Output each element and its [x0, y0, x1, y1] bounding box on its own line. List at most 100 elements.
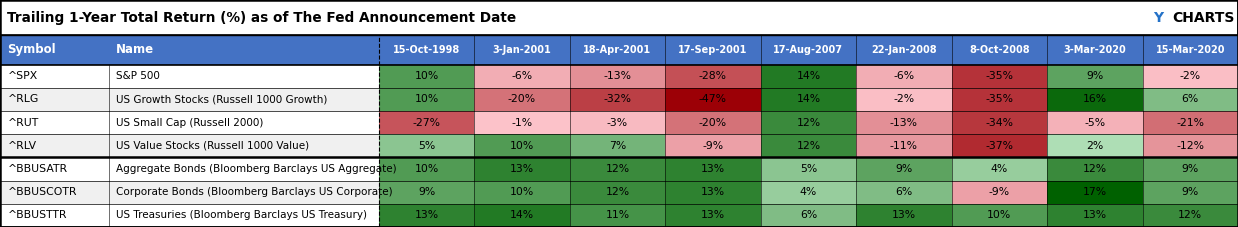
Text: 14%: 14% [796, 94, 821, 104]
Text: -6%: -6% [511, 71, 532, 81]
Bar [952, 111, 1047, 134]
Bar [857, 65, 952, 88]
Bar [1047, 88, 1143, 111]
Text: 18-Apr-2001: 18-Apr-2001 [583, 45, 651, 55]
Bar [952, 134, 1047, 158]
Text: -3%: -3% [607, 118, 628, 128]
Bar [760, 111, 857, 134]
Text: 6%: 6% [895, 187, 912, 197]
Bar [760, 134, 857, 158]
Bar [857, 158, 952, 181]
Text: 15-Mar-2020: 15-Mar-2020 [1155, 45, 1226, 55]
Bar [1047, 111, 1143, 134]
Bar [379, 158, 474, 181]
Bar [952, 204, 1047, 227]
Bar [0, 65, 379, 88]
Text: 10%: 10% [510, 141, 534, 151]
Bar [760, 204, 857, 227]
Bar [760, 158, 857, 181]
Text: 13%: 13% [701, 164, 725, 174]
Text: -32%: -32% [603, 94, 631, 104]
Text: -13%: -13% [603, 71, 631, 81]
Text: 4%: 4% [990, 164, 1008, 174]
Bar [1143, 111, 1238, 134]
Text: 6%: 6% [800, 210, 817, 220]
Text: 13%: 13% [891, 210, 916, 220]
Text: -35%: -35% [985, 94, 1014, 104]
Text: -1%: -1% [511, 118, 532, 128]
Text: 13%: 13% [415, 210, 438, 220]
Bar [952, 158, 1047, 181]
Text: 9%: 9% [1181, 164, 1198, 174]
Text: ^BBUSCOTR: ^BBUSCOTR [7, 187, 77, 197]
Text: US Small Cap (Russell 2000): US Small Cap (Russell 2000) [116, 118, 264, 128]
Text: 15-Oct-1998: 15-Oct-1998 [392, 45, 461, 55]
Bar [569, 181, 665, 204]
Bar [379, 134, 474, 158]
Text: -35%: -35% [985, 71, 1014, 81]
Text: US Growth Stocks (Russell 1000 Growth): US Growth Stocks (Russell 1000 Growth) [116, 94, 328, 104]
Bar [857, 204, 952, 227]
Bar [379, 65, 474, 88]
Text: 9%: 9% [1086, 71, 1103, 81]
Text: -6%: -6% [894, 71, 915, 81]
Bar [857, 181, 952, 204]
Bar [665, 158, 760, 181]
Bar [569, 134, 665, 158]
Bar [1047, 204, 1143, 227]
Text: 9%: 9% [895, 164, 912, 174]
Text: Corporate Bonds (Bloomberg Barclays US Corporate): Corporate Bonds (Bloomberg Barclays US C… [116, 187, 392, 197]
Text: -20%: -20% [699, 118, 727, 128]
Bar [665, 88, 760, 111]
Text: 16%: 16% [1083, 94, 1107, 104]
Text: 17-Aug-2007: 17-Aug-2007 [774, 45, 843, 55]
Bar [665, 181, 760, 204]
Bar [0, 35, 1238, 65]
Bar [1143, 204, 1238, 227]
Bar [379, 88, 474, 111]
Bar [474, 65, 569, 88]
Text: 12%: 12% [1083, 164, 1107, 174]
Bar [760, 88, 857, 111]
Bar [0, 204, 379, 227]
Text: ^BBUSTTR: ^BBUSTTR [7, 210, 67, 220]
Bar [665, 204, 760, 227]
Bar [1143, 181, 1238, 204]
Bar [1143, 65, 1238, 88]
Bar [665, 65, 760, 88]
Text: 17%: 17% [1083, 187, 1107, 197]
Bar [569, 158, 665, 181]
Text: S&P 500: S&P 500 [116, 71, 160, 81]
Bar [952, 65, 1047, 88]
Bar [379, 111, 474, 134]
Bar [857, 111, 952, 134]
Text: 17-Sep-2001: 17-Sep-2001 [678, 45, 748, 55]
Text: -34%: -34% [985, 118, 1014, 128]
Text: -20%: -20% [508, 94, 536, 104]
Text: 8-Oct-2008: 8-Oct-2008 [969, 45, 1030, 55]
Bar [665, 111, 760, 134]
Text: 10%: 10% [510, 187, 534, 197]
Text: US Value Stocks (Russell 1000 Value): US Value Stocks (Russell 1000 Value) [116, 141, 310, 151]
Bar [569, 204, 665, 227]
Text: -37%: -37% [985, 141, 1014, 151]
Text: 9%: 9% [418, 187, 436, 197]
Bar [760, 65, 857, 88]
Bar [474, 158, 569, 181]
Text: Aggregate Bonds (Bloomberg Barclays US Aggregate): Aggregate Bonds (Bloomberg Barclays US A… [116, 164, 397, 174]
Text: Y: Y [1154, 11, 1164, 25]
Text: 13%: 13% [701, 187, 725, 197]
Text: -9%: -9% [989, 187, 1010, 197]
Text: 14%: 14% [510, 210, 534, 220]
Text: 10%: 10% [415, 164, 438, 174]
Bar [1047, 158, 1143, 181]
Text: 12%: 12% [1179, 210, 1202, 220]
Bar [0, 134, 379, 158]
Text: Name: Name [116, 43, 155, 57]
Text: 2%: 2% [1086, 141, 1103, 151]
Bar [857, 88, 952, 111]
Text: 13%: 13% [701, 210, 725, 220]
Text: 10%: 10% [987, 210, 1011, 220]
Text: 14%: 14% [796, 71, 821, 81]
Bar [379, 181, 474, 204]
